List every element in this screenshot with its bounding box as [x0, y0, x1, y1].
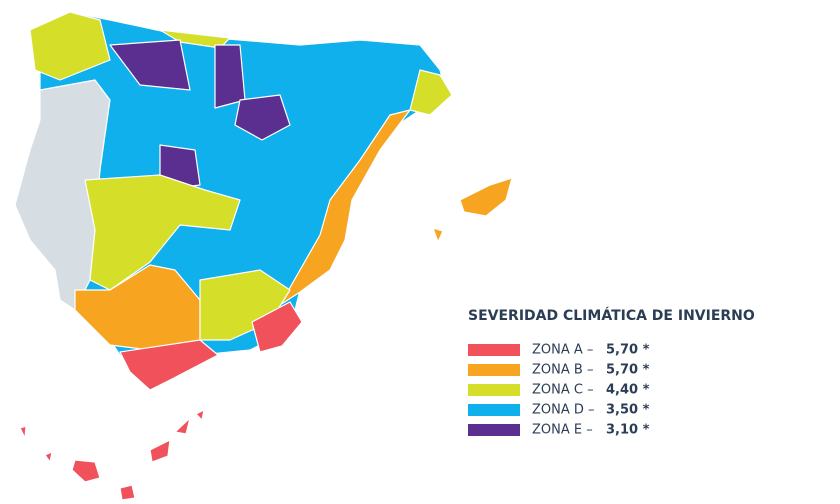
legend-title: SEVERIDAD CLIMÁTICA DE INVIERNO — [468, 307, 755, 324]
zone-a-region — [119, 339, 219, 391]
legend-label: ZONA E – — [532, 423, 593, 438]
zone-c-region — [29, 11, 111, 81]
legend: SEVERIDAD CLIMÁTICA DE INVIERNO ZONA A –… — [468, 307, 755, 438]
map — [14, 11, 513, 501]
legend-value: 5,70 * — [606, 363, 650, 378]
legend-swatch — [468, 364, 520, 376]
zone-b-region — [279, 109, 411, 306]
legend-value: 3,10 * — [606, 423, 650, 438]
legend-value: 5,70 * — [606, 343, 650, 358]
zone-a-region — [19, 425, 27, 439]
zone-e-region — [214, 44, 246, 109]
legend-value: 4,40 * — [606, 383, 650, 398]
legend-swatch — [468, 384, 520, 396]
legend-value: 3,50 * — [606, 403, 650, 418]
zone-a-region — [195, 409, 205, 421]
zone-a-region — [149, 439, 171, 463]
legend-label: ZONA C – — [532, 383, 594, 398]
legend-swatch — [468, 404, 520, 416]
legend-label: ZONA D – — [532, 403, 595, 418]
zone-b-region — [459, 177, 513, 217]
legend-label: ZONA B – — [532, 363, 593, 378]
legend-label: ZONA A – — [532, 343, 593, 358]
zone-a-region — [119, 484, 136, 501]
zone-e-region — [234, 94, 291, 141]
zone-b-region — [432, 227, 444, 243]
zone-c-region — [409, 69, 453, 116]
zone-c-region — [84, 174, 241, 291]
zone-a-region — [71, 459, 101, 483]
zone-a-region — [174, 417, 191, 435]
zone-a-region — [44, 451, 53, 463]
zone-a-region — [251, 301, 303, 353]
zone-e-region — [109, 39, 191, 91]
legend-swatch — [468, 424, 520, 436]
legend-swatch — [468, 344, 520, 356]
